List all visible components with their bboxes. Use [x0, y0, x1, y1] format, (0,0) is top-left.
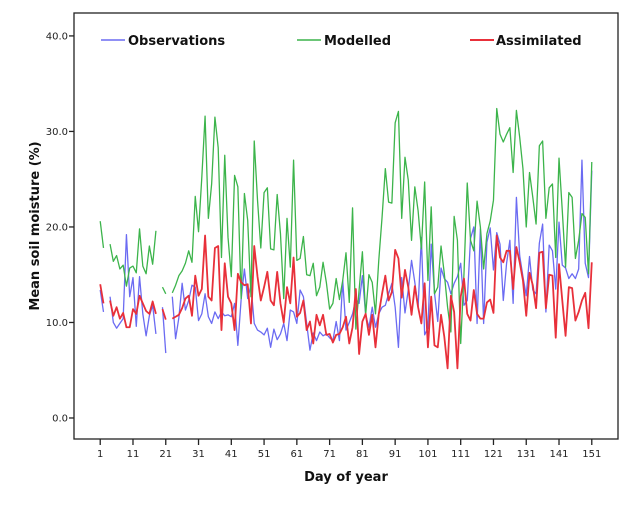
series-modelled: [99, 107, 593, 345]
legend-label-assimilated: Assimilated: [496, 34, 582, 49]
series-line-assimilated: [161, 308, 167, 320]
x-tick-label: 121: [484, 449, 503, 460]
x-tick-label: 41: [225, 449, 238, 460]
legend-label-observations: Observations: [128, 34, 225, 49]
series-line-observations: [109, 233, 157, 337]
series-line-assimilated: [99, 284, 105, 304]
y-tick-label: 40.0: [46, 31, 68, 42]
series-line-modelled: [99, 221, 105, 249]
plot-frame: [73, 12, 619, 440]
legend-item-observations: Observations: [101, 34, 225, 49]
y-tick-label: 10.0: [46, 318, 68, 329]
series-line-modelled: [161, 286, 167, 295]
x-tick-label: 81: [356, 449, 369, 460]
series-line-modelled: [109, 228, 157, 287]
y-tick-label: 0.0: [52, 413, 68, 424]
series-line-assimilated: [171, 234, 593, 370]
legend-item-modelled: Modelled: [297, 34, 391, 49]
series-line-observations: [161, 307, 167, 354]
legend-item-assimilated: Assimilated: [470, 34, 582, 49]
x-axis: 1 11 21 31 41 51 61 71 81 91 101 111 121 131 141 151: [97, 439, 601, 460]
x-tick-label: 21: [159, 449, 172, 460]
x-tick-label: 11: [127, 449, 140, 460]
y-axis: 0.0 10.0 20.0 30.0 40.0: [46, 31, 74, 424]
x-tick-label: 151: [582, 449, 601, 460]
series-assimilated: [99, 234, 593, 370]
x-tick-label: 101: [418, 449, 437, 460]
legend: Observations Modelled Assimilated: [101, 34, 582, 49]
series-layer: [99, 107, 593, 370]
x-tick-label: 61: [290, 449, 303, 460]
x-tick-label: 111: [451, 449, 470, 460]
legend-label-modelled: Modelled: [324, 34, 391, 49]
x-tick-label: 51: [258, 449, 271, 460]
x-tick-label: 91: [389, 449, 402, 460]
y-tick-label: 30.0: [46, 127, 68, 138]
x-tick-label: 71: [323, 449, 336, 460]
x-axis-title: Day of year: [304, 470, 388, 485]
x-tick-label: 131: [517, 449, 536, 460]
x-tick-label: 31: [192, 449, 205, 460]
series-line-assimilated: [109, 294, 157, 329]
series-line-observations: [99, 289, 105, 313]
x-tick-label: 141: [549, 449, 568, 460]
y-tick-label: 20.0: [46, 222, 68, 233]
series-line-modelled: [171, 107, 593, 345]
y-axis-title: Mean soil moisture (%): [28, 141, 43, 310]
x-tick-label: 1: [97, 449, 103, 460]
